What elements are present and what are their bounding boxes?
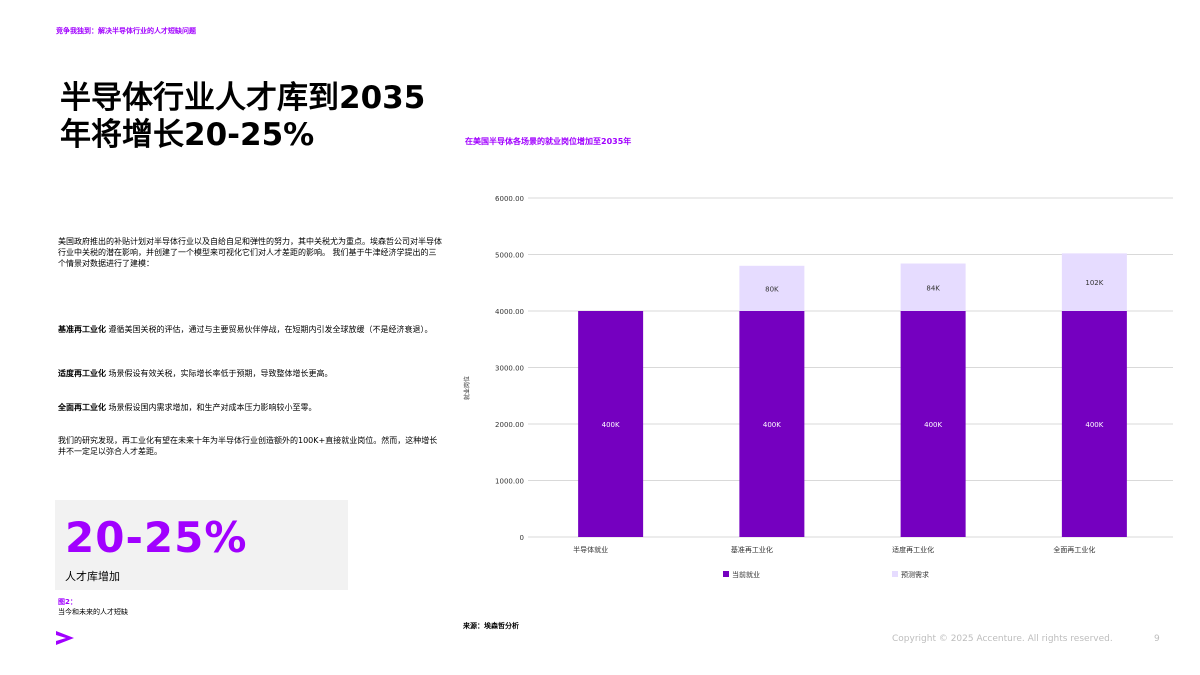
- intro-paragraph: 美国政府推出的补贴计划对半导体行业以及自给自足和弹性的努力，其中关税尤为重点。埃…: [58, 237, 442, 268]
- source-note: 来源：埃森哲分析: [463, 622, 519, 630]
- y-tick-label: 0: [520, 534, 524, 542]
- legend-label: 预测需求: [901, 570, 929, 579]
- x-tick-label: 适度再工业化: [892, 545, 934, 554]
- stat-callout: 20-25% 人才库增加: [55, 500, 348, 590]
- bar-chart: 0 1000.00 2000.00 3000.00 4000.00 5000.00 6000…: [495, 195, 1173, 579]
- bar-data-label: 80K: [765, 285, 779, 293]
- scenario-full: 全面再工业化 场景假设国内需求增加，和生产对成本压力影响较小至零。: [58, 402, 443, 413]
- y-tick-label: 4000.00: [495, 308, 524, 316]
- bar-data-label: 400K: [602, 421, 620, 429]
- bar-current: [739, 311, 805, 537]
- y-tick-label: 5000.00: [495, 252, 524, 260]
- stat-value: 20-25%: [65, 513, 248, 562]
- y-tick-label: 3000.00: [495, 365, 524, 373]
- scenario-baseline-text: 遵循美国关税的评估，通过与主要贸易伙伴停战，在短期内引发全球放缓（不是经济衰退）…: [108, 325, 433, 334]
- bar-data-label: 84K: [926, 284, 940, 292]
- scenario-baseline-name: 基准再工业化: [58, 325, 106, 334]
- bar-current: [578, 311, 644, 537]
- bar-current: [1061, 311, 1127, 537]
- page-title: 半导体行业人才库到2035年将增长20-25%: [60, 80, 426, 153]
- bar-forecast: [1061, 253, 1127, 311]
- legend-swatch: [723, 571, 729, 577]
- scenario-moderate-name: 适度再工业化: [58, 369, 106, 378]
- bar-data-label: 102K: [1085, 279, 1103, 287]
- stat-label: 人才库增加: [65, 570, 120, 583]
- scenario-moderate: 适度再工业化 场景假设有效关税，实际增长率低于预期，导致整体增长更高。: [58, 368, 443, 379]
- breadcrumb: 竞争我独到：解决半导体行业的人才短缺问题: [56, 27, 196, 35]
- y-tick-label: 1000.00: [495, 478, 524, 486]
- x-tick-label: 半导体就业: [573, 545, 608, 554]
- figure-label: 图2：: [58, 598, 77, 606]
- scenario-baseline: 基准再工业化 遵循美国关税的评估，通过与主要贸易伙伴停战，在短期内引发全球放缓（…: [58, 324, 443, 335]
- figure-caption: 当今和未来的人才短缺: [58, 608, 128, 616]
- x-tick-label: 全面再工业化: [1053, 545, 1095, 554]
- bar-current: [900, 311, 966, 537]
- legend-swatch: [892, 571, 898, 577]
- bar-data-label: 400K: [924, 421, 942, 429]
- bar-forecast: [900, 263, 966, 311]
- y-tick-label: 6000.00: [495, 195, 524, 203]
- y-tick-label: 2000.00: [495, 421, 524, 429]
- page-number: 9: [1154, 634, 1160, 644]
- conclusion-paragraph: 我们的研究发现，再工业化有望在未来十年为半导体行业创造额外的100K+直接就业岗…: [58, 436, 438, 456]
- bar-forecast: [739, 265, 805, 311]
- accenture-logo-icon: [56, 631, 74, 645]
- scenario-full-text: 场景假设国内需求增加，和生产对成本压力影响较小至零。: [108, 403, 317, 412]
- chart-title: 在美国半导体各场景的就业岗位增加至2035年: [465, 137, 632, 146]
- copyright: Copyright © 2025 Accenture. All rights r…: [892, 634, 1113, 644]
- legend-label: 当前就业: [732, 570, 760, 579]
- scenario-full-name: 全面再工业化: [58, 403, 106, 412]
- x-tick-label: 基准再工业化: [731, 545, 773, 554]
- bar-data-label: 400K: [1085, 421, 1103, 429]
- bar-data-label: 400K: [763, 421, 781, 429]
- scenario-moderate-text: 场景假设有效关税，实际增长率低于预期，导致整体增长更高。: [108, 369, 333, 378]
